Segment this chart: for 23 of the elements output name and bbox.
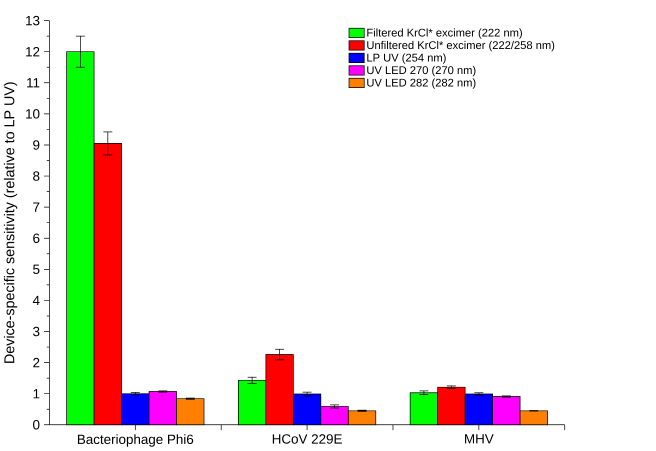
x-tick-label: HCoV 229E — [272, 434, 342, 444]
legend-label: Unfiltered KrCl* excimer (222/258 nm) — [367, 40, 554, 52]
y-tick-label: 10 — [26, 109, 40, 119]
legend-label: LP UV (254 nm) — [367, 54, 446, 64]
y-tick-label: 13 — [26, 16, 40, 26]
y-tick-label: 12 — [26, 47, 40, 56]
y-tick-label: 1 — [34, 389, 40, 398]
y-tick-label: 5 — [33, 264, 40, 274]
x-tick-label: MHV — [465, 434, 494, 444]
y-tick-label: 4 — [32, 296, 40, 306]
y-axis-title: Device-specific sensitivity (relative to LP UV) — [4, 82, 18, 363]
y-tick-label: 3 — [33, 326, 40, 336]
legend-label: UV LED 270 (270 nm) — [367, 66, 476, 76]
y-tick-label: 6 — [33, 234, 40, 244]
y-tick-label: 0 — [33, 420, 40, 430]
x-tick-label: Bacteriophage Phi6 — [78, 434, 194, 447]
y-tick-label: 2 — [33, 358, 40, 368]
y-tick-label: 8 — [33, 171, 40, 181]
legend-label: Filtered KrCl* excimer (222 nm) — [367, 28, 522, 39]
legend-label: UV LED 282 (282 nm) — [367, 78, 476, 89]
y-tick-label: 11 — [27, 78, 40, 88]
y-tick-label: 9 — [33, 140, 40, 150]
y-tick-label: 7 — [33, 202, 40, 212]
